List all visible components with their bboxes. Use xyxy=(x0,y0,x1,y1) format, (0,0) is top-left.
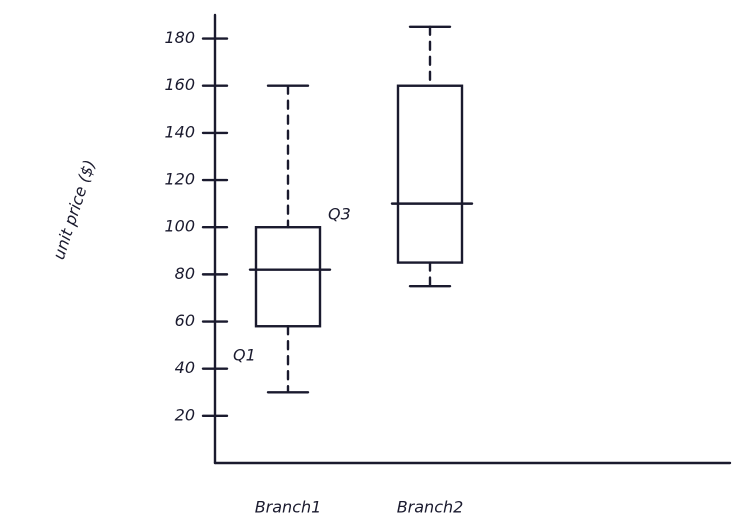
y-tick-label: 120 xyxy=(164,170,195,189)
y-tick-label: 80 xyxy=(175,264,195,283)
y-tick-label: 160 xyxy=(164,75,195,94)
box xyxy=(398,86,462,263)
y-tick-label: 180 xyxy=(164,28,195,47)
x-tick-label: Branch1 xyxy=(255,498,322,517)
y-axis-label: unit price ($) xyxy=(49,157,99,261)
annotation: Q1 xyxy=(233,346,256,365)
annotation: Q3 xyxy=(328,205,351,224)
x-tick-label: Branch2 xyxy=(397,498,464,517)
y-tick-label: 60 xyxy=(175,311,195,330)
y-tick-label: 40 xyxy=(175,358,195,377)
box xyxy=(256,227,320,326)
chart: unit price ($) 20 40 60 80 100 120 140 160 180 Br… xyxy=(0,0,736,521)
y-tick-label: 140 xyxy=(164,122,195,141)
y-tick-label: 20 xyxy=(175,405,195,424)
y-tick-label: 100 xyxy=(164,217,195,236)
